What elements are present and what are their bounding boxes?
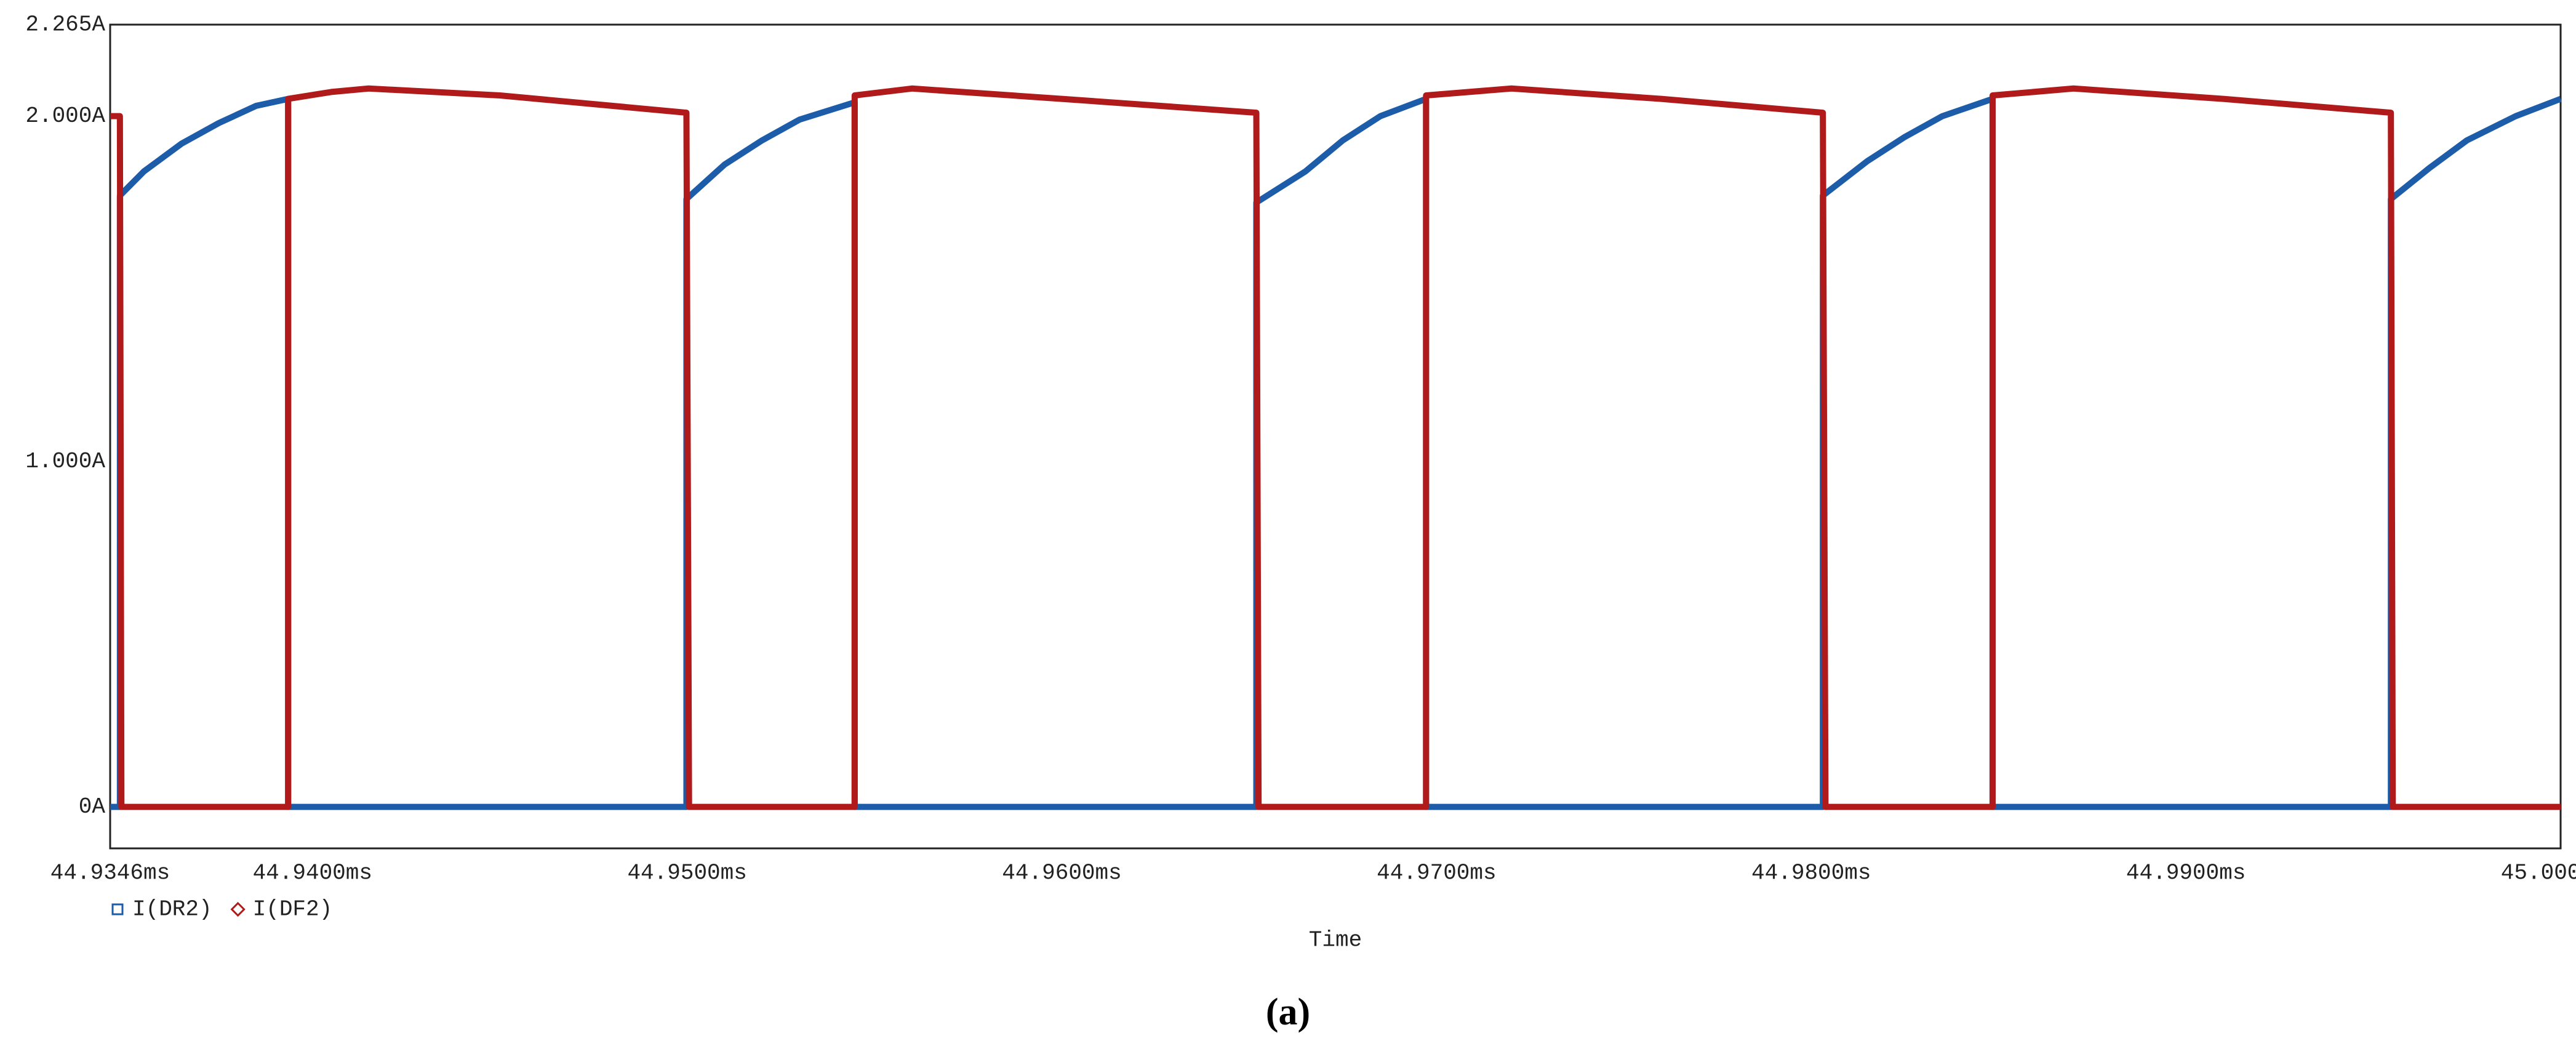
- y-tick-label: 1.000A: [25, 449, 105, 474]
- x-tick-label: 44.9600ms: [1002, 861, 1121, 886]
- x-tick-label: 44.9900ms: [2126, 861, 2246, 886]
- series-line: [110, 95, 2562, 810]
- series-line: [110, 85, 2561, 810]
- y-tick-label: 0A: [79, 794, 106, 819]
- x-axis-label: Time: [1309, 928, 1362, 953]
- y-tick-label: 2.265A: [25, 12, 105, 38]
- x-tick-label: 44.9400ms: [253, 861, 372, 886]
- x-tick-label: 44.9700ms: [1377, 861, 1496, 886]
- legend-marker: [111, 903, 124, 915]
- y-tick-label: 2.000A: [25, 103, 105, 129]
- x-tick-label: 44.9800ms: [1751, 861, 1871, 886]
- x-tick-label: 44.9500ms: [627, 861, 746, 886]
- x-tick-label: 44.9346ms: [50, 861, 170, 886]
- caption: (a): [1266, 991, 1310, 1033]
- x-tick-label: 45.0000ms: [2501, 861, 2576, 886]
- legend-label: I(DR2): [132, 897, 212, 922]
- legend-label: I(DF2): [253, 897, 333, 922]
- plot-frame: [109, 23, 2562, 850]
- legend-marker: [230, 901, 246, 917]
- legend: I(DR2) I(DF2): [111, 897, 333, 922]
